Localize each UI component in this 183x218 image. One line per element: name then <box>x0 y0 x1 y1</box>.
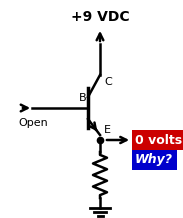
Text: Open: Open <box>18 118 48 128</box>
Text: E: E <box>104 125 111 135</box>
Text: C: C <box>104 77 112 87</box>
Text: B: B <box>78 93 86 103</box>
Text: 0 volts: 0 volts <box>135 133 182 146</box>
Text: Why?: Why? <box>135 153 173 167</box>
Text: +9 VDC: +9 VDC <box>71 10 129 24</box>
